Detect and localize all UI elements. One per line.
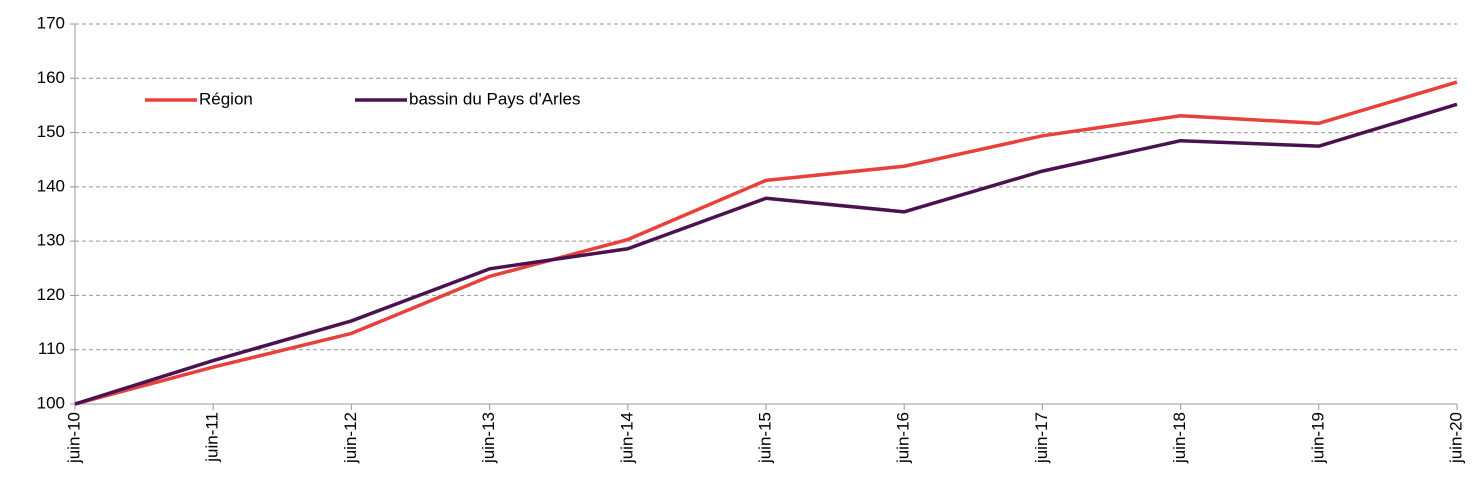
y-tick-label: 170 bbox=[37, 13, 65, 32]
y-tick-label: 160 bbox=[37, 68, 65, 87]
legend-label: bassin du Pays d'Arles bbox=[409, 89, 580, 108]
y-tick-label: 100 bbox=[37, 393, 65, 412]
x-tick-label: juin-19 bbox=[1308, 412, 1327, 464]
x-tick-label: juin-14 bbox=[617, 412, 636, 464]
y-tick-label: 110 bbox=[38, 339, 65, 358]
y-tick-label: 120 bbox=[37, 285, 65, 304]
x-tick-label: juin-13 bbox=[479, 412, 498, 464]
series-line bbox=[74, 102, 1458, 406]
x-tick-label: juin-12 bbox=[341, 412, 360, 464]
y-tick-label: 130 bbox=[37, 231, 65, 250]
x-tick-label: juin-17 bbox=[1032, 412, 1051, 464]
x-tick-label: juin-11 bbox=[203, 412, 222, 463]
y-tick-label: 150 bbox=[37, 122, 65, 141]
series-line bbox=[74, 80, 1458, 406]
x-tick-label: juin-15 bbox=[755, 412, 774, 464]
legend-label: Région bbox=[199, 89, 253, 108]
x-tick-label: juin-10 bbox=[64, 412, 83, 464]
x-tick-label: juin-18 bbox=[1170, 412, 1189, 464]
y-tick-label: 140 bbox=[37, 176, 65, 195]
x-tick-label: juin-16 bbox=[894, 412, 913, 464]
x-tick-label: juin-20 bbox=[1446, 412, 1465, 464]
